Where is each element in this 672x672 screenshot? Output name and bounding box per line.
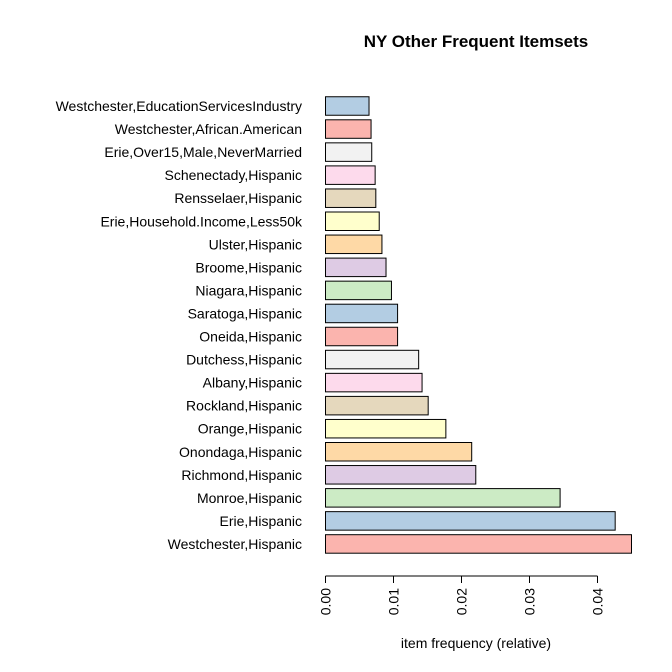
x-tick-label: 0.00	[318, 588, 334, 615]
category-label: Broome,Hispanic	[195, 259, 302, 275]
bar	[325, 442, 473, 462]
category-label: Onondaga,Hispanic	[179, 444, 302, 460]
bars-group	[325, 96, 632, 554]
x-tick-label: 0.01	[386, 588, 402, 615]
bar	[325, 418, 447, 439]
bar	[325, 96, 370, 116]
bar	[325, 142, 373, 162]
category-label: Ulster,Hispanic	[209, 236, 302, 252]
category-label: Westchester,African.American	[115, 121, 302, 137]
x-tick-label: 0.02	[454, 588, 470, 615]
bar	[325, 234, 383, 255]
bar	[325, 465, 477, 485]
bar	[325, 211, 380, 231]
chart-title: NY Other Frequent Itemsets	[364, 32, 589, 51]
x-axis: 0.00 0.01 0.02 0.03 0.04	[318, 575, 606, 615]
bar	[325, 372, 423, 393]
category-label: Monroe,Hispanic	[197, 490, 302, 506]
category-label: Richmond,Hispanic	[181, 467, 302, 483]
category-label: Oneida,Hispanic	[199, 329, 302, 345]
category-label: Erie,Household.Income,Less50k	[100, 213, 303, 229]
category-label: Orange,Hispanic	[198, 421, 302, 437]
bar	[325, 534, 632, 554]
bar	[325, 303, 399, 324]
category-labels: Westchester,EducationServicesIndustry Wes…	[56, 98, 303, 552]
bar	[325, 326, 399, 347]
x-axis-title: item frequency (relative)	[401, 635, 551, 651]
bar	[325, 488, 561, 508]
category-label: Westchester,Hispanic	[168, 536, 302, 552]
bar	[325, 119, 372, 139]
bar	[325, 257, 387, 278]
x-tick-label: 0.04	[590, 588, 606, 615]
category-label: Rockland,Hispanic	[186, 398, 302, 414]
x-tick-label: 0.03	[522, 588, 538, 615]
category-label: Erie,Hispanic	[220, 513, 302, 529]
bar	[325, 511, 616, 531]
category-label: Westchester,EducationServicesIndustry	[56, 98, 302, 114]
category-label: Saratoga,Hispanic	[188, 305, 302, 321]
category-label: Rensselaer,Hispanic	[174, 190, 302, 206]
bar	[325, 395, 429, 416]
category-label: Albany,Hispanic	[203, 375, 302, 391]
category-label: Dutchess,Hispanic	[186, 352, 302, 368]
category-label: Erie,Over15,Male,NeverMarried	[104, 144, 302, 160]
bar	[325, 188, 377, 208]
category-label: Schenectady,Hispanic	[165, 167, 302, 183]
category-label: Niagara,Hispanic	[195, 282, 302, 298]
bar	[325, 280, 392, 301]
bar	[325, 349, 420, 370]
bar	[325, 165, 376, 185]
